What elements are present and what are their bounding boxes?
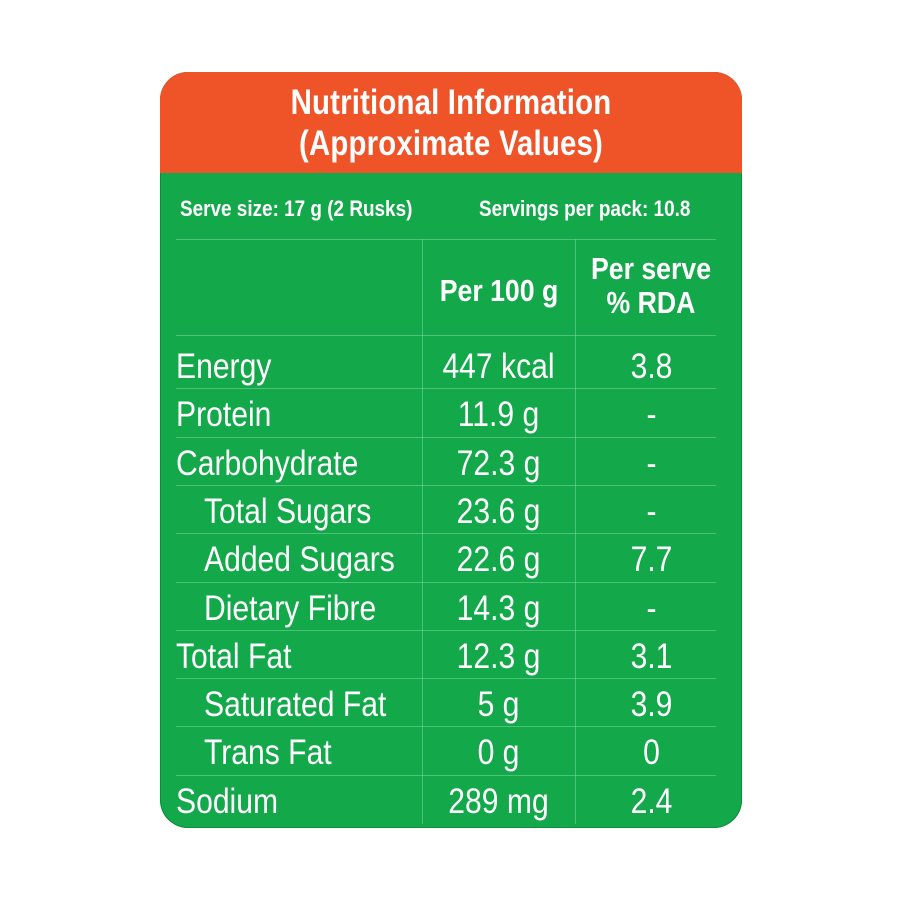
header-divider xyxy=(176,335,716,336)
table-row: Total Fat 12.3 g 3.1 xyxy=(176,633,716,681)
per-serve-rda-value: 7.7 xyxy=(630,540,673,580)
nutrient-name: Added Sugars xyxy=(204,540,395,580)
row-divider xyxy=(176,678,716,680)
per-serve-rda-value: 3.9 xyxy=(630,685,673,725)
column-header-rda-line2: % RDA xyxy=(606,285,696,320)
per-100g-value: 23.6 g xyxy=(456,491,541,531)
nutrient-name: Saturated Fat xyxy=(204,685,387,725)
row-divider xyxy=(176,388,716,390)
nutrition-label-panel: Nutritional Information (Approximate Val… xyxy=(160,72,742,828)
row-divider xyxy=(176,774,716,776)
per-serve-rda-value: - xyxy=(646,588,657,628)
table-row: Saturated Fat 5 g 3.9 xyxy=(176,681,716,729)
serve-size-text: Serve size: 17 g (2 Rusks) xyxy=(180,196,413,221)
nutrient-name: Total Sugars xyxy=(204,491,372,531)
table-row: Trans Fat 0 g 0 xyxy=(176,729,716,777)
column-divider-1 xyxy=(422,239,423,824)
per-serve-rda-value: - xyxy=(646,443,657,483)
column-header-per-serve: Per serve % RDA xyxy=(585,252,717,320)
table-row: Total Sugars 23.6 g - xyxy=(176,488,716,536)
column-divider-2 xyxy=(575,239,576,824)
header-subtitle: (Approximate Values) xyxy=(298,124,603,163)
per-100g-value: 11.9 g xyxy=(457,395,540,435)
table-row: Energy 447 kcal 3.8 xyxy=(176,343,716,391)
row-divider xyxy=(176,533,716,535)
table-row: Dietary Fibre 14.3 g - xyxy=(176,585,716,633)
servings-per-pack-text: Servings per pack: 10.8 xyxy=(479,196,691,221)
nutrient-name: Energy xyxy=(176,347,272,386)
nutrient-name: Sodium xyxy=(176,781,279,821)
row-divider xyxy=(176,436,716,438)
row-divider xyxy=(176,581,716,583)
per-100g-value: 72.3 g xyxy=(456,443,541,483)
nutrition-header: Nutritional Information (Approximate Val… xyxy=(160,72,742,173)
per-100g-value: 22.6 g xyxy=(456,540,541,580)
per-100g-value: 14.3 g xyxy=(456,588,541,628)
per-serve-rda-value: 3.1 xyxy=(630,636,673,676)
column-header-per-100g: Per 100 g xyxy=(439,273,559,308)
per-serve-rda-value: - xyxy=(646,491,657,531)
per-100g-value: 0 g xyxy=(477,733,520,773)
table-row: Added Sugars 22.6 g 7.7 xyxy=(176,536,716,584)
table-row: Protein 11.9 g - xyxy=(176,391,716,439)
per-100g-value: 447 kcal xyxy=(442,347,555,386)
per-serve-rda-value: 2.4 xyxy=(630,781,673,821)
column-header-per-serve-line1: Per serve xyxy=(590,251,712,286)
table-row: Carbohydrate 72.3 g - xyxy=(176,440,716,488)
per-100g-value: 5 g xyxy=(477,685,520,725)
row-divider xyxy=(176,726,716,728)
nutrient-name: Protein xyxy=(176,395,272,435)
per-serve-rda-value: - xyxy=(646,395,657,435)
nutrient-name: Trans Fat xyxy=(204,733,332,773)
per-100g-value: 289 mg xyxy=(448,781,549,821)
nutrient-name: Dietary Fibre xyxy=(204,588,377,628)
per-serve-rda-value: 3.8 xyxy=(630,347,673,386)
row-divider xyxy=(176,484,716,486)
table-row: Sodium 289 mg 2.4 xyxy=(176,778,716,826)
nutrient-name: Total Fat xyxy=(176,636,292,676)
row-divider xyxy=(176,629,716,631)
serving-info-row: Serve size: 17 g (2 Rusks) Servings per … xyxy=(160,190,742,228)
nutrient-name: Carbohydrate xyxy=(176,443,359,483)
table-top-divider xyxy=(176,239,716,240)
header-title: Nutritional Information xyxy=(290,83,612,122)
per-100g-value: 12.3 g xyxy=(456,636,541,676)
per-serve-rda-value: 0 xyxy=(643,733,660,773)
